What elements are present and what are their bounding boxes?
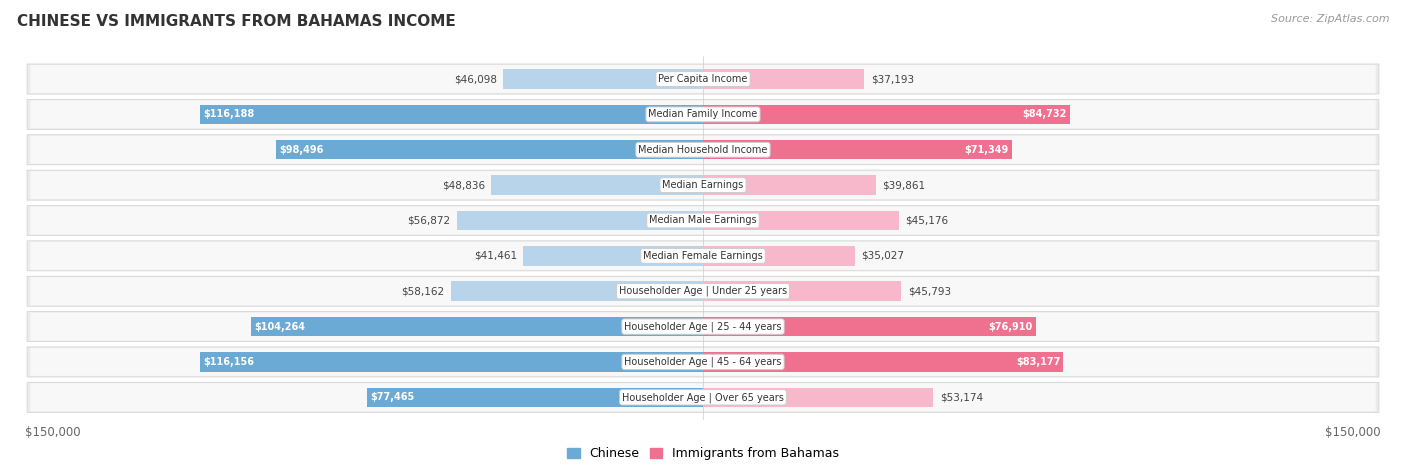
Text: Householder Age | Over 65 years: Householder Age | Over 65 years	[621, 392, 785, 403]
Text: $48,836: $48,836	[441, 180, 485, 190]
Bar	[703, 211, 898, 230]
FancyBboxPatch shape	[31, 206, 1375, 234]
Bar	[703, 388, 934, 407]
FancyBboxPatch shape	[27, 347, 1379, 377]
Bar	[703, 282, 901, 301]
Text: Median Household Income: Median Household Income	[638, 145, 768, 155]
FancyBboxPatch shape	[31, 242, 1375, 270]
Text: Householder Age | Under 25 years: Householder Age | Under 25 years	[619, 286, 787, 297]
Text: $83,177: $83,177	[1015, 357, 1060, 367]
Text: $116,188: $116,188	[202, 109, 254, 120]
Text: $46,098: $46,098	[454, 74, 496, 84]
Text: Per Capita Income: Per Capita Income	[658, 74, 748, 84]
Text: $41,461: $41,461	[474, 251, 517, 261]
Bar	[503, 69, 703, 89]
Bar	[200, 105, 703, 124]
Text: Source: ZipAtlas.com: Source: ZipAtlas.com	[1271, 14, 1389, 24]
Text: $45,793: $45,793	[908, 286, 950, 296]
Text: $77,465: $77,465	[371, 392, 415, 402]
Text: Median Female Earnings: Median Female Earnings	[643, 251, 763, 261]
Text: $98,496: $98,496	[280, 145, 323, 155]
FancyBboxPatch shape	[31, 383, 1375, 411]
FancyBboxPatch shape	[31, 136, 1375, 164]
Bar	[703, 317, 1036, 336]
Bar	[703, 105, 1070, 124]
Bar	[703, 176, 876, 195]
Text: Median Family Income: Median Family Income	[648, 109, 758, 120]
FancyBboxPatch shape	[31, 171, 1375, 199]
Bar	[703, 246, 855, 266]
FancyBboxPatch shape	[31, 100, 1375, 128]
Text: Median Earnings: Median Earnings	[662, 180, 744, 190]
Text: $104,264: $104,264	[254, 322, 305, 332]
Legend: Chinese, Immigrants from Bahamas: Chinese, Immigrants from Bahamas	[562, 442, 844, 465]
Text: $56,872: $56,872	[406, 215, 450, 226]
Text: Householder Age | 25 - 44 years: Householder Age | 25 - 44 years	[624, 321, 782, 332]
Text: $76,910: $76,910	[988, 322, 1033, 332]
FancyBboxPatch shape	[27, 311, 1379, 342]
Bar	[367, 388, 703, 407]
FancyBboxPatch shape	[27, 170, 1379, 200]
Bar	[703, 352, 1063, 372]
Text: $58,162: $58,162	[401, 286, 444, 296]
FancyBboxPatch shape	[27, 64, 1379, 94]
FancyBboxPatch shape	[27, 205, 1379, 235]
Bar	[276, 140, 703, 160]
FancyBboxPatch shape	[27, 241, 1379, 271]
FancyBboxPatch shape	[31, 312, 1375, 340]
Text: Householder Age | 45 - 64 years: Householder Age | 45 - 64 years	[624, 357, 782, 367]
FancyBboxPatch shape	[31, 348, 1375, 376]
Text: $84,732: $84,732	[1022, 109, 1067, 120]
FancyBboxPatch shape	[27, 134, 1379, 165]
Text: CHINESE VS IMMIGRANTS FROM BAHAMAS INCOME: CHINESE VS IMMIGRANTS FROM BAHAMAS INCOM…	[17, 14, 456, 29]
FancyBboxPatch shape	[31, 277, 1375, 305]
FancyBboxPatch shape	[27, 382, 1379, 412]
Text: $39,861: $39,861	[882, 180, 925, 190]
Bar	[457, 211, 703, 230]
Text: $35,027: $35,027	[862, 251, 904, 261]
Text: $71,349: $71,349	[965, 145, 1010, 155]
Text: Median Male Earnings: Median Male Earnings	[650, 215, 756, 226]
Bar	[491, 176, 703, 195]
FancyBboxPatch shape	[31, 65, 1375, 93]
FancyBboxPatch shape	[27, 99, 1379, 129]
Bar	[703, 140, 1012, 160]
Bar	[703, 69, 865, 89]
Bar	[200, 352, 703, 372]
Bar	[252, 317, 703, 336]
Bar	[523, 246, 703, 266]
FancyBboxPatch shape	[27, 276, 1379, 306]
Bar	[451, 282, 703, 301]
Text: $37,193: $37,193	[870, 74, 914, 84]
Text: $45,176: $45,176	[905, 215, 949, 226]
Text: $53,174: $53,174	[939, 392, 983, 402]
Text: $116,156: $116,156	[202, 357, 254, 367]
